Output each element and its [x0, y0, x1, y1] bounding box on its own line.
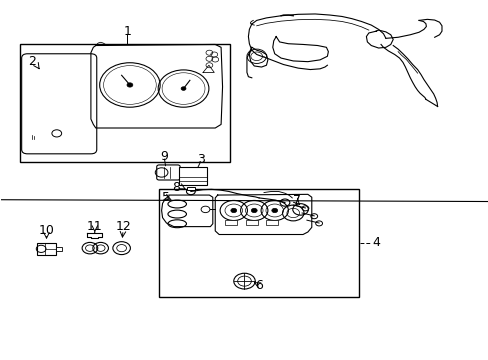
- Text: 6: 6: [255, 279, 263, 292]
- Bar: [245, 220, 257, 225]
- Text: 10: 10: [39, 224, 54, 237]
- Bar: [159, 189, 358, 297]
- Circle shape: [127, 83, 133, 87]
- Text: 2: 2: [28, 55, 36, 68]
- Bar: [37, 243, 56, 255]
- Bar: [56, 247, 61, 251]
- FancyBboxPatch shape: [157, 165, 180, 180]
- Circle shape: [230, 208, 236, 213]
- Bar: [266, 220, 278, 225]
- Text: 11: 11: [87, 220, 102, 233]
- Text: 5: 5: [162, 191, 170, 204]
- Text: 9: 9: [160, 150, 168, 163]
- Text: 8: 8: [172, 181, 180, 194]
- Text: 4: 4: [371, 236, 379, 249]
- FancyBboxPatch shape: [21, 54, 97, 154]
- Text: 1: 1: [123, 25, 131, 38]
- Text: 12: 12: [116, 220, 131, 233]
- Circle shape: [251, 208, 257, 213]
- Bar: [20, 44, 229, 162]
- Circle shape: [181, 87, 185, 90]
- Bar: [225, 220, 237, 225]
- Circle shape: [271, 208, 277, 213]
- Bar: [186, 187, 194, 190]
- Text: 7: 7: [293, 194, 301, 207]
- Bar: [178, 167, 206, 185]
- Text: 3: 3: [196, 153, 204, 166]
